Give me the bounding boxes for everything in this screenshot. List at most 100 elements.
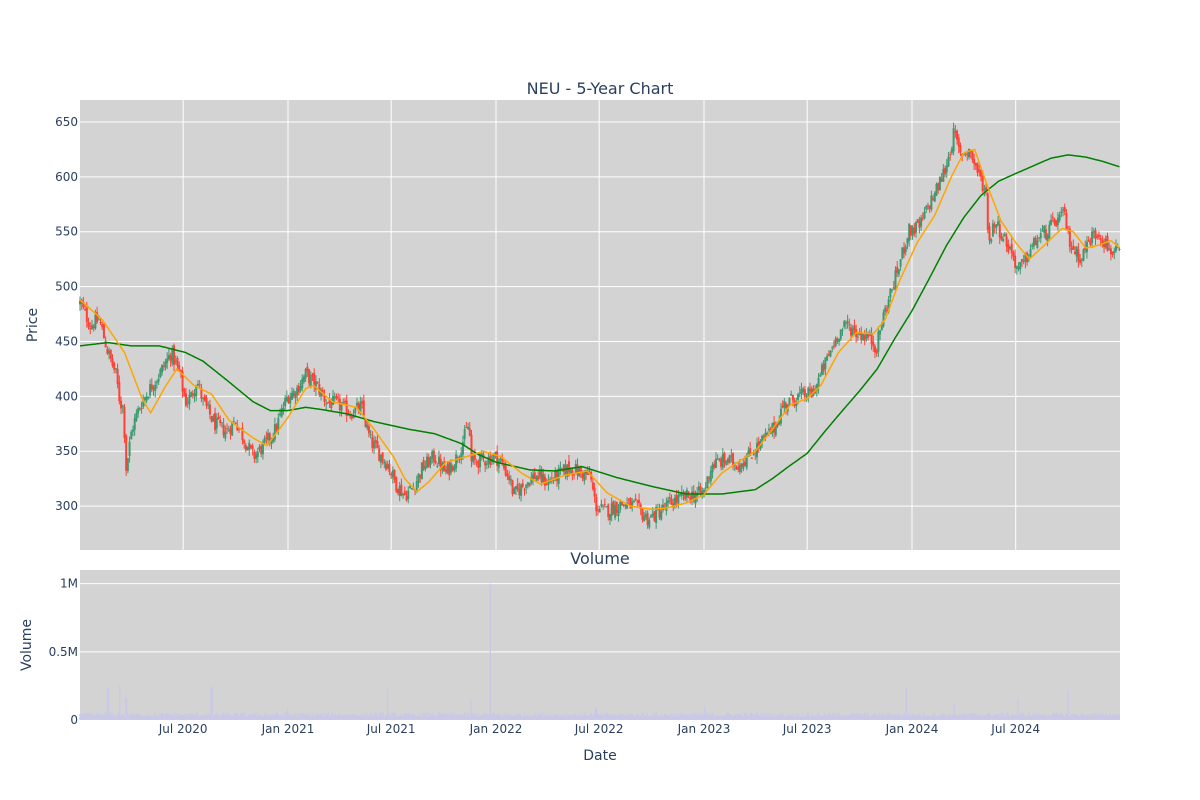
volume-bar [315,714,317,720]
volume-chart-title: Volume [570,549,630,568]
volume-bar [136,713,138,720]
price-candle-body [431,451,434,459]
price-candle-body [730,455,733,457]
volume-bar [267,715,269,720]
volume-bar [824,714,826,720]
volume-bar [721,715,723,720]
volume-bar [253,713,255,720]
volume-bar [185,714,187,720]
price-candle-body [665,502,668,512]
volume-bar [139,716,142,720]
volume-bar [192,714,194,720]
price-candle-body [309,375,312,386]
volume-bar [715,714,717,720]
volume-bar [506,714,508,720]
volume-bar [536,716,538,720]
volume-bar [444,715,446,720]
volume-bar [631,713,633,720]
volume-bar [709,715,711,720]
volume-bar [89,713,91,720]
price-candle-body [709,470,712,482]
price-candle-body [991,223,994,237]
volume-bar [645,713,648,720]
volume-bar [807,712,809,720]
volume-bar [735,714,738,720]
price-candle-body [402,493,405,496]
volume-bar [603,712,605,720]
price-candle-body [323,395,326,402]
volume-bar [639,716,641,720]
price-candle-body [504,465,507,476]
volume-bar [634,716,636,720]
price-candle-body [691,491,694,500]
price-candle-body [619,501,622,511]
volume-bar [153,713,155,720]
volume-bar [112,715,114,720]
volume-bar [673,716,675,720]
price-candle-body [1032,238,1035,247]
volume-bar [858,715,861,720]
volume-bar [439,713,441,720]
volume-bar [731,714,733,720]
volume-bar [754,715,756,720]
price-plot-area[interactable] [80,100,1120,550]
price-candle-body [391,470,394,478]
volume-bar [256,712,258,720]
volume-bar [1118,714,1121,720]
volume-bar [609,715,611,720]
volume-bar [551,713,553,720]
volume-bar [1032,713,1034,720]
volume-bar [203,714,205,720]
volume-bar [414,714,416,720]
price-candle-body [1113,250,1116,253]
volume-bar [450,714,453,720]
price-candle-body [367,426,370,434]
volume-bar [579,716,581,720]
volume-bar [209,714,211,720]
volume-bar [282,713,284,720]
volume-bar [836,715,838,720]
volume-bar [1055,714,1057,720]
volume-bar [688,713,690,720]
volume-bar [665,714,667,720]
price-candle-body [362,400,365,416]
price-candle-body [109,349,112,359]
volume-bar [79,713,81,720]
volume-bar [465,716,467,720]
volume-bar [659,716,661,720]
volume-bar [1010,715,1012,720]
price-candle-body [598,508,601,513]
price-candle-body [831,347,834,349]
price-candle-body [169,355,172,361]
volume-bar [900,716,902,720]
volume-bar [998,714,1000,720]
volume-bar [930,715,932,720]
price-candle-body [1084,246,1087,250]
volume-bar [1101,712,1103,720]
price-candle-body [526,482,529,486]
volume-bar [1068,716,1070,720]
price-candle-body [904,246,907,252]
price-candle-body [422,459,425,470]
volume-bar [346,715,348,720]
volume-bar [846,716,848,720]
volume-plot-area[interactable] [80,570,1120,720]
volume-bar [512,715,514,720]
price-candle-body [766,433,769,436]
volume-bar [238,716,241,720]
volume-bar [643,715,645,720]
volume-bar [1085,714,1087,720]
volume-bar [767,714,769,720]
volume-bar [553,713,555,720]
volume-bar [242,712,244,720]
volume-bar [794,716,796,720]
price-candle-body [667,499,670,503]
price-candle-body [366,424,369,429]
volume-bar [889,712,891,720]
price-candle-body [203,395,206,401]
volume-bar [768,712,771,720]
volume-bar [173,716,176,720]
price-candle-body [738,464,741,473]
price-candle-body [311,374,314,376]
price-candle-body [343,400,346,402]
